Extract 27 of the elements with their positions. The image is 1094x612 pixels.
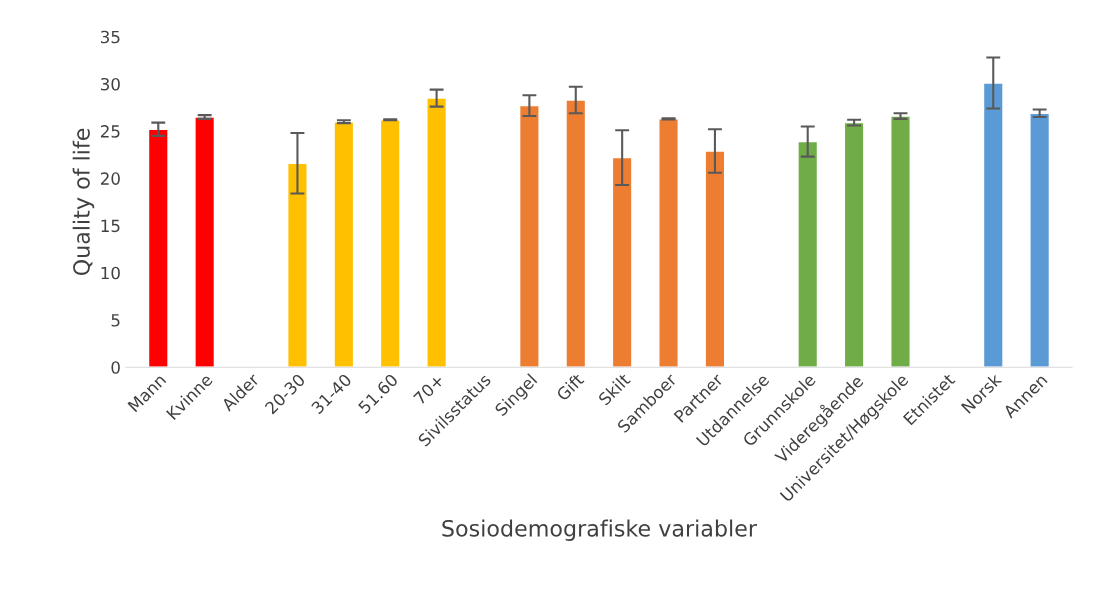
y-tick-label: 30 [101, 77, 120, 91]
y-tick-label: 35 [101, 30, 120, 44]
y-tick-label: 5 [111, 314, 120, 327]
y-tick-label: 10 [101, 266, 120, 280]
bar [333, 121, 355, 368]
bar [565, 99, 587, 368]
bar [379, 119, 401, 368]
y-tick-label: 20 [100, 172, 120, 185]
bar [658, 118, 679, 368]
bar [890, 115, 911, 368]
y-tick-label: 25 [100, 125, 120, 138]
bar [518, 104, 540, 368]
bar [611, 156, 633, 368]
x-tick-label: Gift [555, 372, 585, 402]
bar [843, 121, 865, 368]
x-axis-title: Sosiodemografiske variabler [442, 519, 757, 542]
y-tick-label: 0 [111, 361, 120, 374]
bar [982, 82, 1004, 368]
bar [704, 150, 726, 368]
bar [194, 116, 216, 368]
y-tick-label: 15 [101, 219, 120, 233]
bar [287, 162, 308, 368]
bar [147, 128, 169, 368]
y-axis-title: Quality of life [72, 128, 95, 276]
bar [426, 97, 448, 368]
bar [1029, 112, 1051, 368]
bar [797, 140, 819, 368]
